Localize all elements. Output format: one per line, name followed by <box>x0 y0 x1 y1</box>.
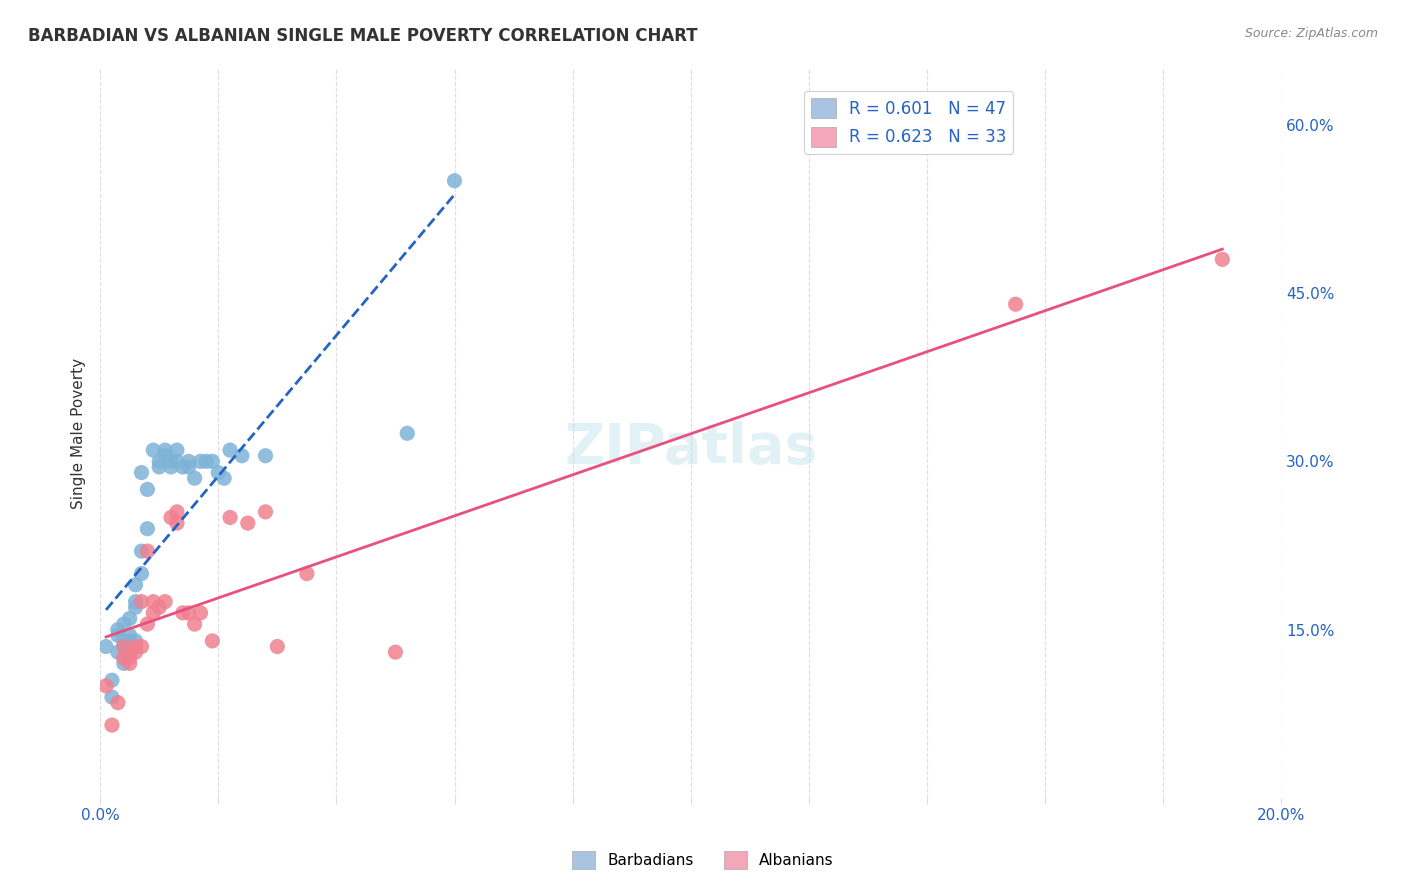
Point <box>118 657 141 671</box>
Point <box>177 460 200 475</box>
Point <box>101 718 124 732</box>
Point <box>160 460 183 475</box>
Point <box>254 505 277 519</box>
Point <box>266 640 288 654</box>
Point <box>166 454 188 468</box>
Point <box>107 623 129 637</box>
Point <box>177 454 200 468</box>
Point <box>254 449 277 463</box>
Point <box>160 454 183 468</box>
Point <box>118 640 141 654</box>
Point <box>112 650 135 665</box>
Point <box>136 544 159 558</box>
Point <box>201 454 224 468</box>
Point <box>131 640 153 654</box>
Point <box>131 544 153 558</box>
Point <box>219 510 242 524</box>
Point <box>190 454 212 468</box>
Point <box>136 617 159 632</box>
Point <box>142 594 165 608</box>
Point <box>160 510 183 524</box>
Point <box>236 516 259 530</box>
Point <box>112 640 135 654</box>
Point <box>94 640 117 654</box>
Point <box>118 628 141 642</box>
Point <box>118 611 141 625</box>
Point <box>384 645 406 659</box>
Point <box>201 634 224 648</box>
Point <box>131 594 153 608</box>
Point <box>166 516 188 530</box>
Point <box>118 650 141 665</box>
Point <box>207 466 229 480</box>
Point <box>295 566 318 581</box>
Point <box>153 443 176 458</box>
Point <box>172 606 194 620</box>
Point <box>124 640 146 654</box>
Point <box>396 426 419 441</box>
Point <box>195 454 218 468</box>
Point <box>148 460 170 475</box>
Legend: Barbadians, Albanians: Barbadians, Albanians <box>567 845 839 875</box>
Point <box>112 640 135 654</box>
Point <box>107 628 129 642</box>
Point <box>136 483 159 497</box>
Point <box>101 673 124 688</box>
Text: Source: ZipAtlas.com: Source: ZipAtlas.com <box>1244 27 1378 40</box>
Point <box>172 460 194 475</box>
Point <box>183 471 205 485</box>
Point <box>112 617 135 632</box>
Point <box>443 174 465 188</box>
Point <box>231 449 253 463</box>
Legend: R = 0.601   N = 47, R = 0.623   N = 33: R = 0.601 N = 47, R = 0.623 N = 33 <box>804 92 1014 153</box>
Point <box>101 690 124 704</box>
Point <box>107 645 129 659</box>
Point <box>124 578 146 592</box>
Point <box>148 600 170 615</box>
Point <box>1004 297 1026 311</box>
Point <box>166 505 188 519</box>
Point <box>94 679 117 693</box>
Point <box>1211 252 1233 267</box>
Point <box>112 657 135 671</box>
Point <box>107 696 129 710</box>
Point <box>219 443 242 458</box>
Point <box>136 522 159 536</box>
Y-axis label: Single Male Poverty: Single Male Poverty <box>72 358 86 508</box>
Point <box>124 634 146 648</box>
Point <box>124 645 146 659</box>
Point <box>153 594 176 608</box>
Point <box>190 606 212 620</box>
Point <box>142 606 165 620</box>
Point <box>183 617 205 632</box>
Point <box>124 594 146 608</box>
Point <box>153 449 176 463</box>
Point <box>142 443 165 458</box>
Point <box>131 466 153 480</box>
Point <box>131 566 153 581</box>
Point <box>177 606 200 620</box>
Point <box>118 634 141 648</box>
Point <box>212 471 235 485</box>
Point <box>112 634 135 648</box>
Text: ZIPatlas: ZIPatlas <box>564 421 817 475</box>
Point <box>166 443 188 458</box>
Text: BARBADIAN VS ALBANIAN SINGLE MALE POVERTY CORRELATION CHART: BARBADIAN VS ALBANIAN SINGLE MALE POVERT… <box>28 27 697 45</box>
Point <box>148 454 170 468</box>
Point <box>124 600 146 615</box>
Point <box>118 645 141 659</box>
